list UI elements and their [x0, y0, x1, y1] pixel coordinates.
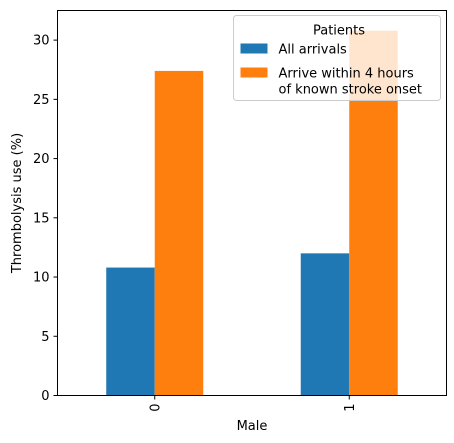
y-tick-label: 15	[33, 211, 50, 226]
bar-series-1-cat-0	[154, 70, 204, 396]
x-axis-label: Male	[237, 419, 268, 434]
legend-box	[233, 15, 441, 101]
y-tick-label: 0	[41, 389, 49, 404]
legend-label-0: All arrivals	[279, 43, 348, 58]
legend-title: Patients	[313, 24, 365, 39]
legend-swatch-0	[240, 43, 268, 54]
y-tick-label: 30	[33, 34, 50, 49]
y-tick-label: 25	[33, 93, 50, 108]
y-tick-label: 10	[33, 271, 50, 286]
bar-series-0-cat-1	[300, 253, 350, 396]
x-tick-label: 0	[148, 404, 163, 412]
y-axis: 0 5 10 15 20 25 30	[33, 34, 58, 404]
y-axis-label: Thrombolysis use (%)	[10, 133, 25, 274]
x-tick-label: 1	[343, 404, 358, 412]
y-tick-label: 20	[33, 152, 50, 167]
y-tick-label: 5	[41, 330, 49, 345]
legend-swatch-1	[240, 67, 268, 78]
legend: Patients All arrivals Arrive within 4 hour…	[233, 15, 441, 101]
bar-series-0-cat-0	[106, 267, 155, 396]
plot-frame	[57, 10, 447, 396]
legend-label-1: Arrive within 4 hours of known stroke ons…	[279, 67, 423, 98]
